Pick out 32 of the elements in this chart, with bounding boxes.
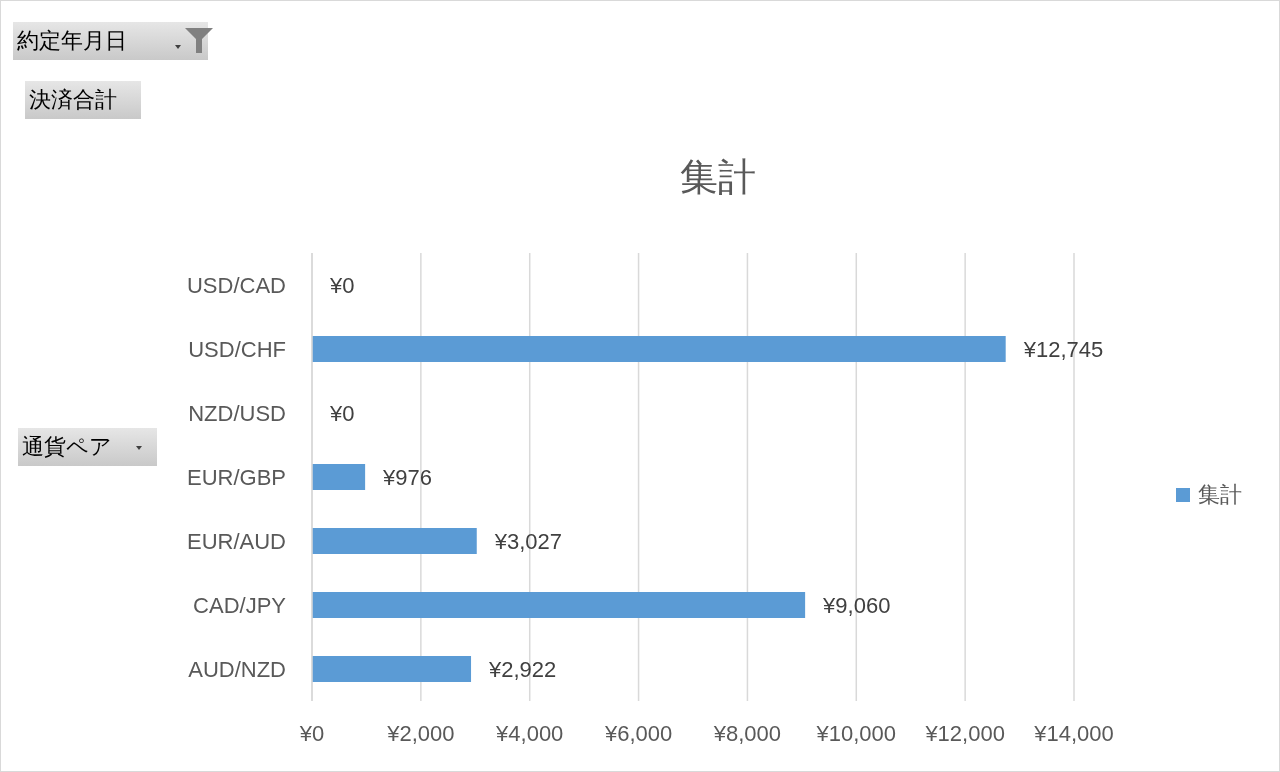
data-label: ¥2,922 — [488, 656, 557, 682]
x-tick-label: ¥14,000 — [1033, 720, 1114, 746]
text: 約定年月日 — [17, 28, 127, 53]
data-label: ¥976 — [382, 464, 433, 490]
legend-label: 集計 — [1198, 481, 1242, 509]
x-tick-label: ¥0 — [298, 720, 325, 746]
bar — [312, 464, 366, 490]
y-tick-label: AUD/NZD — [188, 656, 286, 682]
text: 決済合計 — [29, 87, 117, 112]
y-tick-label: NZD/USD — [188, 400, 286, 426]
y-tick-label: USD/CHF — [188, 336, 286, 362]
bar — [312, 528, 477, 554]
y-axis-title: 通貨ペア — [22, 434, 112, 459]
data-label: ¥0 — [329, 272, 355, 298]
x-tick-label: ¥2,000 — [386, 720, 455, 746]
x-tick-label: ¥10,000 — [815, 720, 897, 746]
chart-title: 集計 — [679, 155, 757, 200]
data-label: ¥3,027 — [493, 528, 563, 554]
x-tick-label: ¥4,000 — [495, 720, 564, 746]
data-label: ¥0 — [329, 400, 355, 426]
data-label: ¥12,745 — [1022, 336, 1104, 362]
bar — [312, 336, 1006, 362]
x-tick-label: ¥12,000 — [924, 720, 1005, 746]
y-tick-label: EUR/GBP — [186, 464, 286, 490]
bar — [312, 592, 806, 618]
y-tick-label: USD/CAD — [186, 272, 286, 298]
data-label: ¥9,060 — [822, 592, 891, 618]
x-tick-label: ¥8,000 — [712, 720, 782, 746]
y-tick-label: CAD/JPY — [193, 592, 287, 618]
bar — [312, 656, 472, 682]
y-tick-label: EUR/AUD — [186, 528, 286, 554]
x-tick-label: ¥6,000 — [603, 720, 673, 746]
